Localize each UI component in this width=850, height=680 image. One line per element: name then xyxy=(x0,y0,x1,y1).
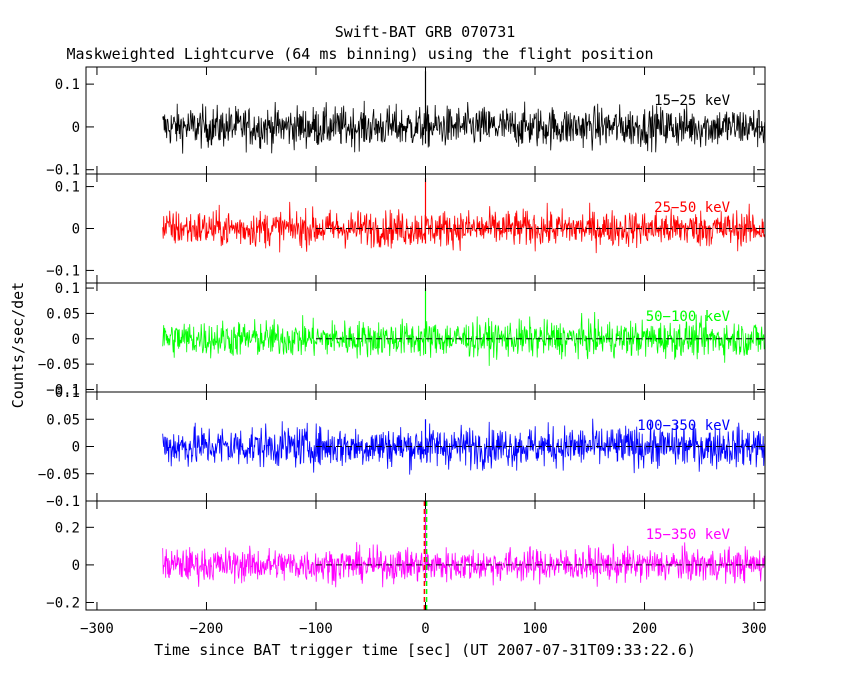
panel-25-50-kev: −0.1 0 0.1 25−50 keV xyxy=(46,173,766,284)
y-tick-label: 0.05 xyxy=(46,306,80,322)
x-tick-label: 200 xyxy=(632,621,657,637)
panels-group: −0.100.115−25 keV−0.100.125−50 keV−0.1−0… xyxy=(38,66,766,611)
y-tick-label: 0 xyxy=(72,440,80,456)
y-tick-label: 0 xyxy=(72,222,80,238)
panel-50-100-kev: −0.1 −0.05 0 0.05 0.1 50−100 keV xyxy=(38,281,766,398)
y-tick-label: −0.05 xyxy=(38,357,80,373)
y-tick-label: −0.1 xyxy=(46,494,80,510)
y-axis-label: Counts/sec/det xyxy=(9,282,27,408)
y-tick-label: 0.2 xyxy=(55,520,80,536)
y-tick-label: 0.1 xyxy=(55,180,80,196)
chart-subtitle: Maskweighted Lightcurve (64 ms binning) … xyxy=(67,45,654,63)
x-tick-label: −200 xyxy=(190,621,224,637)
y-tick-label: 0.1 xyxy=(55,385,80,401)
panel-15-25-kev: −0.1 0 0.1 15−25 keV xyxy=(46,66,766,179)
x-tick-labels: −300 −200 −100 0 100 200 300 xyxy=(80,621,767,637)
panel-15-350-kev: −0.2 0 0.2 15−350 keV xyxy=(46,500,766,611)
band-label: 100−350 keV xyxy=(637,418,730,434)
series-line xyxy=(162,542,765,588)
y-tick-label: 0 xyxy=(72,120,80,136)
y-tick-label: 0 xyxy=(72,558,80,574)
band-label: 15−350 keV xyxy=(646,527,731,543)
panel-100-350-kev: −0.1 −0.05 0 0.05 0.1 100−350 keV xyxy=(38,385,766,510)
y-tick-label: −0.2 xyxy=(46,595,80,611)
band-label: 25−50 keV xyxy=(654,200,730,216)
x-axis-label: Time since BAT trigger time [sec] (UT 20… xyxy=(154,641,696,659)
band-label: 50−100 keV xyxy=(646,309,731,325)
y-tick-label: 0.1 xyxy=(55,77,80,93)
y-tick-label: 0.1 xyxy=(55,281,80,297)
x-tick-label: 300 xyxy=(741,621,766,637)
y-tick-label: 0 xyxy=(72,332,80,348)
series-line xyxy=(162,418,765,475)
x-tick-label: −100 xyxy=(299,621,333,637)
y-tick-label: 0.05 xyxy=(46,412,80,428)
x-tick-label: 100 xyxy=(522,621,547,637)
y-tick-label: −0.05 xyxy=(38,467,80,483)
y-tick-label: −0.1 xyxy=(46,163,80,179)
series-line xyxy=(162,311,765,366)
y-tick-label: −0.1 xyxy=(46,382,80,398)
y-tick-label: −0.1 xyxy=(46,263,80,279)
x-tick-label: 0 xyxy=(421,621,429,637)
chart-title: Swift-BAT GRB 070731 xyxy=(335,23,516,41)
series-line xyxy=(162,201,765,254)
x-tick-label: −300 xyxy=(80,621,114,637)
series-line xyxy=(162,100,765,154)
band-label: 15−25 keV xyxy=(654,93,730,109)
